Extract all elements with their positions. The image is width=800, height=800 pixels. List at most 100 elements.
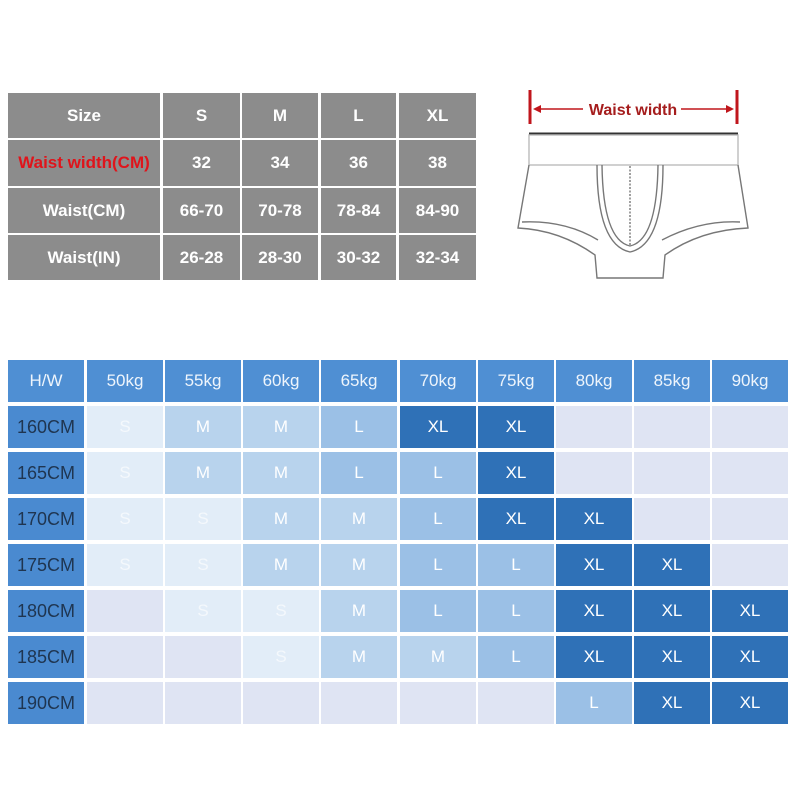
height-header: 170CM [8, 498, 84, 540]
size-cell: XL [478, 452, 554, 494]
size-cell: M [165, 452, 241, 494]
size-cell: S [165, 590, 241, 632]
size-cell [87, 636, 163, 678]
size-cell: XL [556, 636, 632, 678]
briefs-icon [517, 132, 749, 279]
waist-width-arrow [528, 90, 739, 124]
size-cell [478, 682, 554, 724]
size-cell: S [243, 590, 319, 632]
size-table-row-label: Waist(CM) [8, 188, 160, 233]
height-header: 185CM [8, 636, 84, 678]
size-cell: L [400, 544, 476, 586]
size-cell: L [400, 590, 476, 632]
size-table-cell: 70-78 [242, 188, 318, 233]
size-cell: S [87, 544, 163, 586]
height-header: 175CM [8, 544, 84, 586]
size-cell [634, 498, 710, 540]
size-cell [712, 406, 788, 448]
size-table-cell: 78-84 [321, 188, 396, 233]
size-cell: XL [556, 544, 632, 586]
size-cell [634, 406, 710, 448]
size-cell: XL [400, 406, 476, 448]
size-cell: L [556, 682, 632, 724]
weight-header: 65kg [321, 360, 397, 402]
size-cell: M [243, 452, 319, 494]
size-table-cell: 26-28 [163, 235, 240, 280]
size-cell [400, 682, 476, 724]
size-table-cell: 84-90 [399, 188, 476, 233]
size-table-cell: 66-70 [163, 188, 240, 233]
size-cell: XL [634, 636, 710, 678]
size-table-row-label: Waist width(CM) [8, 140, 160, 186]
size-cell [165, 682, 241, 724]
size-cell: XL [712, 682, 788, 724]
size-cell: XL [712, 590, 788, 632]
height-header: 190CM [8, 682, 84, 724]
size-cell [243, 682, 319, 724]
size-table-row-label: Waist(IN) [8, 235, 160, 280]
weight-header: 50kg [87, 360, 163, 402]
weight-header: 80kg [556, 360, 632, 402]
size-cell: XL [478, 498, 554, 540]
size-table-cell: XL [399, 93, 476, 138]
size-cell: M [321, 636, 397, 678]
size-table-cell: 38 [399, 140, 476, 186]
size-table-cell: 28-30 [242, 235, 318, 280]
size-cell: S [165, 498, 241, 540]
weight-header: 60kg [243, 360, 319, 402]
size-table-row-label: Size [8, 93, 160, 138]
height-header: 165CM [8, 452, 84, 494]
size-cell: S [87, 498, 163, 540]
size-cell: L [478, 636, 554, 678]
size-cell: M [243, 498, 319, 540]
size-cell: XL [556, 590, 632, 632]
waist-width-label: Waist width [589, 102, 677, 119]
size-cell: XL [634, 544, 710, 586]
size-cell [556, 406, 632, 448]
size-cell: L [478, 590, 554, 632]
size-cell: L [400, 498, 476, 540]
size-cell: M [400, 636, 476, 678]
size-cell [321, 682, 397, 724]
height-header: 160CM [8, 406, 84, 448]
size-cell: S [243, 636, 319, 678]
size-table-cell: 34 [242, 140, 318, 186]
size-cell: XL [556, 498, 632, 540]
size-cell [712, 498, 788, 540]
weight-header: 85kg [634, 360, 710, 402]
weight-header: 70kg [400, 360, 476, 402]
size-cell [712, 452, 788, 494]
size-cell [712, 544, 788, 586]
briefs-diagram: Waist width [517, 90, 749, 279]
corner-header: H/W [8, 360, 84, 402]
weight-header: 90kg [712, 360, 788, 402]
size-cell: S [165, 544, 241, 586]
size-cell: XL [712, 636, 788, 678]
weight-header: 75kg [478, 360, 554, 402]
size-table-cell: S [163, 93, 240, 138]
height-header: 180CM [8, 590, 84, 632]
size-table-cell: 32 [163, 140, 240, 186]
size-cell [556, 452, 632, 494]
size-cell: M [243, 544, 319, 586]
size-cell: L [321, 406, 397, 448]
size-table-cell: 30-32 [321, 235, 396, 280]
size-cell: L [321, 452, 397, 494]
size-cell: XL [478, 406, 554, 448]
size-cell: S [87, 452, 163, 494]
size-cell: M [243, 406, 319, 448]
size-cell [87, 590, 163, 632]
size-cell: XL [634, 682, 710, 724]
size-cell: M [321, 590, 397, 632]
size-table-cell: 32-34 [399, 235, 476, 280]
size-cell: S [87, 406, 163, 448]
size-cell: L [478, 544, 554, 586]
size-cell [634, 452, 710, 494]
size-table-cell: M [242, 93, 318, 138]
size-cell [87, 682, 163, 724]
weight-header: 55kg [165, 360, 241, 402]
size-cell: L [400, 452, 476, 494]
size-table-cell: L [321, 93, 396, 138]
size-cell [165, 636, 241, 678]
size-table-cell: 36 [321, 140, 396, 186]
